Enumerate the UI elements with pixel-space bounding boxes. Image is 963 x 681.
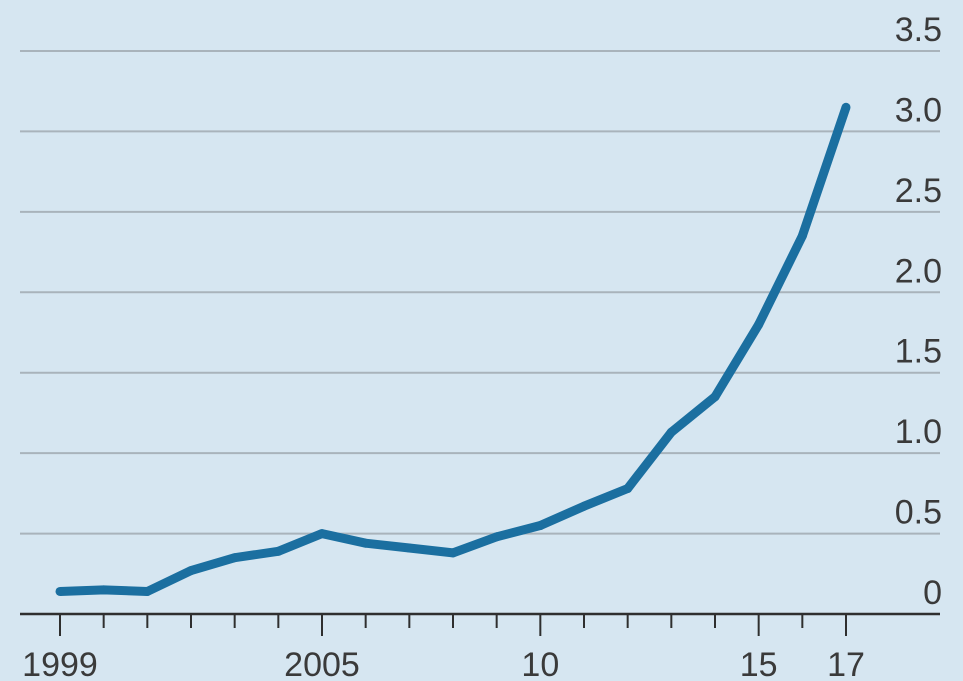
x-axis-labels: 1999 2005 10 15 17 [22, 646, 865, 681]
data-point [186, 566, 196, 576]
data-point [492, 532, 502, 542]
y-tick-label: 3.0 [895, 91, 942, 129]
series-line [59, 105, 851, 596]
data-point [623, 484, 633, 494]
data-point [317, 529, 327, 539]
data-point [754, 319, 764, 329]
series-layer [55, 102, 851, 596]
data-point [361, 538, 371, 548]
data-point [273, 546, 283, 556]
y-tick-label: 0 [923, 574, 942, 612]
x-axis [20, 612, 940, 636]
y-tick-label: 1.5 [895, 333, 942, 371]
y-tick-label: 0.5 [895, 494, 942, 532]
y-tick-label: 2.5 [895, 172, 942, 210]
data-point [579, 501, 589, 511]
x-tick-label: 10 [521, 646, 559, 681]
y-tick-label: 1.0 [895, 413, 942, 451]
x-tick-label: 15 [740, 646, 778, 681]
data-point [448, 548, 458, 558]
data-point [230, 553, 240, 563]
data-point [666, 427, 676, 437]
data-point [710, 392, 720, 402]
data-point [535, 521, 545, 531]
x-tick-label: 2005 [284, 646, 360, 681]
x-tick-label: 17 [827, 646, 865, 681]
y-tick-label: 3.5 [895, 11, 942, 49]
data-point [55, 586, 65, 596]
data-point [841, 102, 851, 112]
data-point [99, 585, 109, 595]
x-tick-label: 1999 [22, 646, 98, 681]
y-tick-label: 2.0 [895, 252, 942, 290]
y-axis-labels: 0 0.5 1.0 1.5 2.0 2.5 3.0 3.5 [895, 11, 942, 612]
gridlines [20, 50, 940, 535]
data-point [797, 231, 807, 241]
data-point [404, 543, 414, 553]
data-point [142, 586, 152, 596]
